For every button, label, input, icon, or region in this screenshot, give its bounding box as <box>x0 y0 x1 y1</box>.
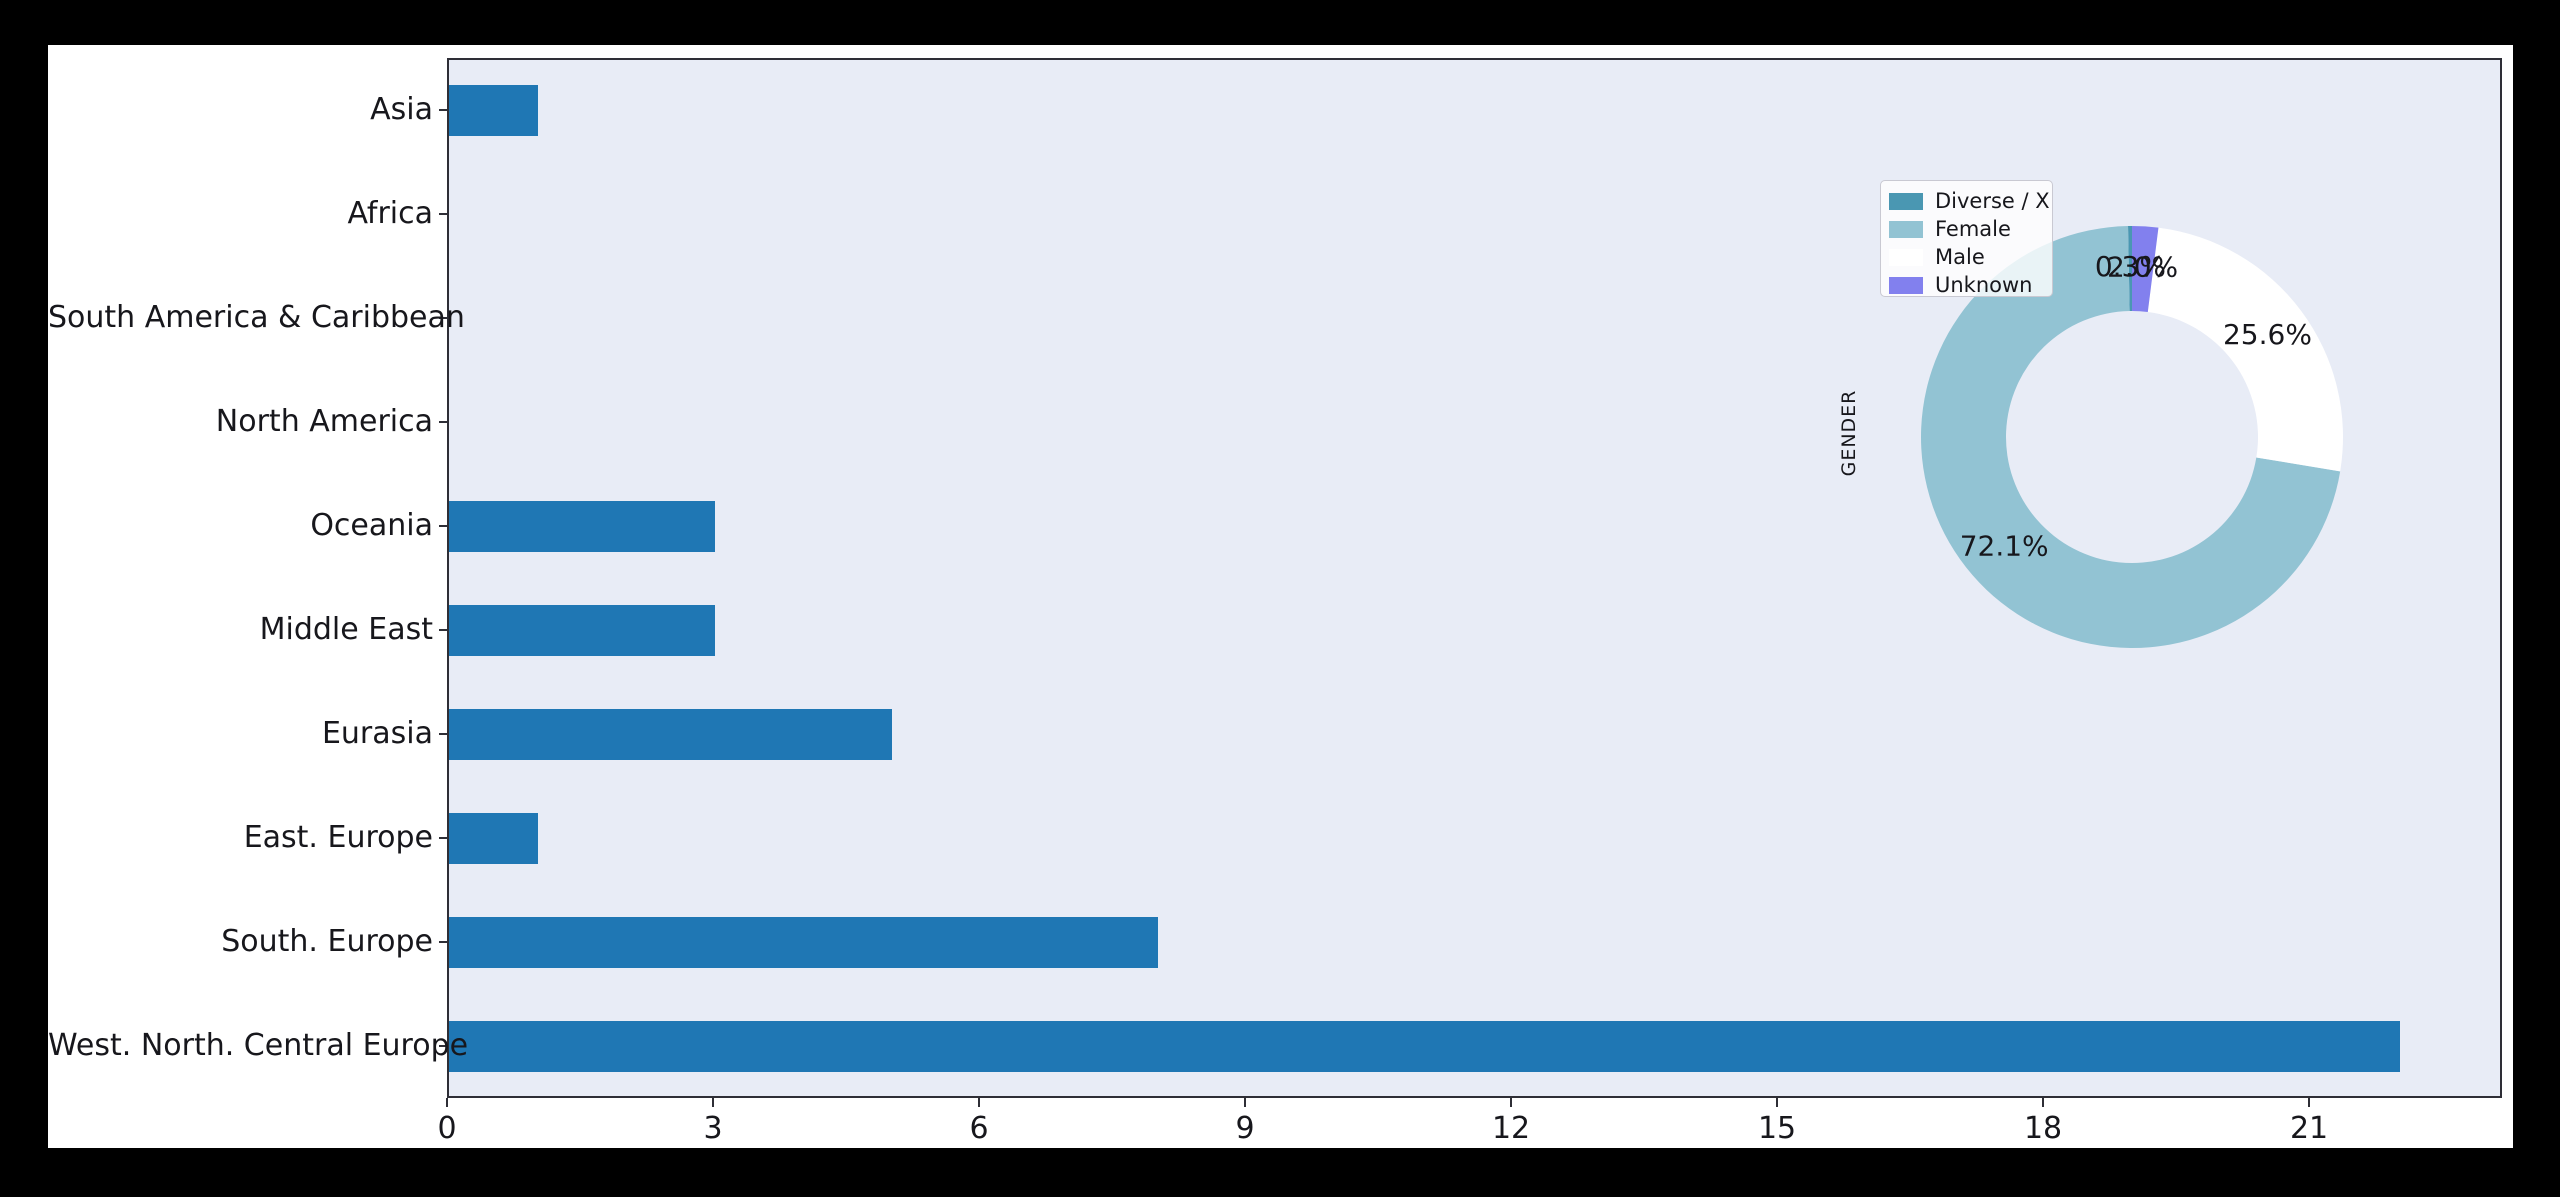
x-tick-label: 18 <box>2023 1111 2063 1146</box>
y-tick <box>439 421 447 423</box>
pct-label: 25.6% <box>2223 318 2312 351</box>
y-tick-label: Middle East <box>259 612 433 647</box>
donut-slice-unknown <box>2132 226 2159 312</box>
x-tick <box>1510 1098 1513 1107</box>
legend-swatch <box>1889 193 1923 210</box>
bar <box>449 84 538 136</box>
y-tick-label: Africa <box>347 196 433 231</box>
y-tick-label: Oceania <box>310 508 433 543</box>
x-tick <box>2042 1098 2045 1107</box>
y-tick <box>439 109 447 111</box>
bar <box>449 1020 2400 1072</box>
y-tick-label: West. North. Central Europe <box>48 1028 469 1063</box>
x-tick-label: 3 <box>703 1111 723 1146</box>
gender-axis-label: GENDER <box>1838 389 1860 477</box>
x-tick <box>1776 1098 1779 1107</box>
x-tick <box>446 1098 448 1107</box>
x-tick <box>712 1098 714 1107</box>
bar <box>449 500 715 552</box>
legend-item: Unknown <box>1889 273 2052 298</box>
pct-label: 2.0% <box>2107 250 2178 283</box>
x-tick-label: 15 <box>1757 1111 1797 1146</box>
x-tick-label: 12 <box>1491 1111 1531 1146</box>
legend-swatch <box>1889 249 1923 266</box>
x-tick-label: 21 <box>2289 1111 2329 1146</box>
y-tick <box>439 733 447 735</box>
x-tick-label: 9 <box>1235 1111 1255 1146</box>
legend-item: Female <box>1889 217 2052 242</box>
bar <box>449 916 1159 968</box>
y-tick-label: East. Europe <box>243 820 433 855</box>
legend-swatch <box>1889 277 1923 294</box>
legend-swatch <box>1889 221 1923 238</box>
x-tick <box>1244 1098 1247 1107</box>
bar <box>449 812 538 864</box>
y-tick <box>439 837 447 839</box>
y-tick <box>439 525 447 527</box>
donut-slice-diverse-x <box>2128 226 2132 312</box>
x-tick <box>2308 1098 2311 1107</box>
y-tick-label: North America <box>215 404 433 439</box>
legend-label: Diverse / X <box>1935 189 2050 213</box>
y-tick-label: Eurasia <box>321 716 433 751</box>
y-tick <box>439 213 447 215</box>
y-tick <box>439 1045 447 1047</box>
gender-donut-chart: 0.3% 72.1% 25.6% 2.0% <box>1921 226 2343 649</box>
x-tick <box>978 1098 981 1107</box>
x-tick-label: 6 <box>969 1111 989 1146</box>
y-tick-label: Asia <box>370 92 433 127</box>
y-tick-label: South America & Caribbean <box>48 300 465 335</box>
legend: Diverse / X Female Male Unknown <box>1880 180 2053 297</box>
bar <box>449 604 715 656</box>
y-tick-label: South. Europe <box>221 924 433 959</box>
y-tick <box>439 629 447 631</box>
legend-item: Diverse / X <box>1889 189 2052 214</box>
legend-label: Female <box>1935 217 2011 241</box>
donut-slice-male <box>2147 227 2343 472</box>
pct-label: 0.3% <box>2095 250 2166 283</box>
legend-item: Male <box>1889 245 2052 270</box>
legend-label: Male <box>1935 245 1985 269</box>
pct-label: 72.1% <box>1960 530 2049 563</box>
y-tick <box>439 941 447 943</box>
legend-label: Unknown <box>1935 273 2033 297</box>
y-tick <box>439 317 447 319</box>
x-tick-label: 0 <box>437 1111 457 1146</box>
bar <box>449 708 893 760</box>
donut-slice-female <box>1921 226 2341 649</box>
figure: Asia Africa South America & Caribbean North… <box>48 45 2513 1148</box>
